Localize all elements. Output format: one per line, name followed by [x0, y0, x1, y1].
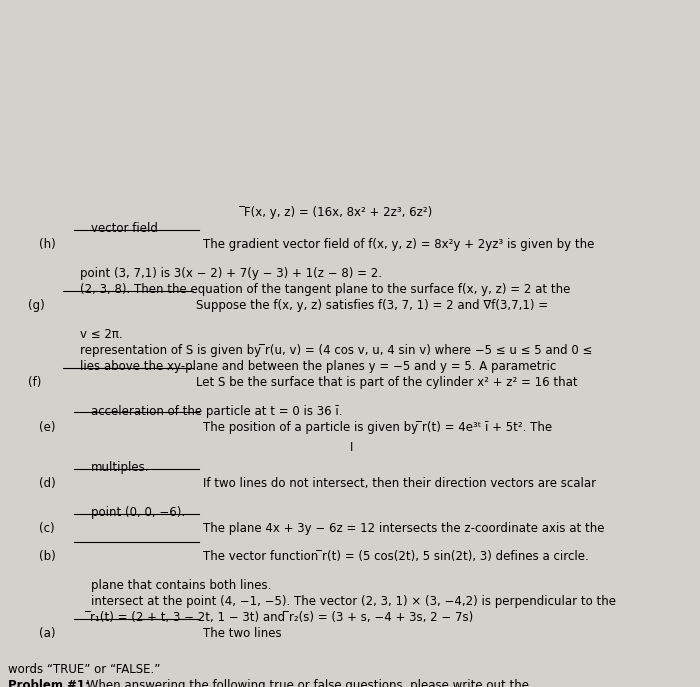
Text: I: I [350, 441, 354, 454]
Text: representation of S is given by ̅r(u, v) = (4 cos v, u, 4 sin v) where −5 ≤ u ≤ : representation of S is given by ̅r(u, v)… [80, 344, 593, 357]
Text: vector field: vector field [91, 222, 158, 235]
Text: point (0, 0, −6).: point (0, 0, −6). [91, 506, 185, 519]
Text: (f): (f) [28, 376, 41, 389]
Text: The position of a particle is given by ̅r(t) = 4e³ᵗ ī + 5t². The: The position of a particle is given by ̅… [203, 420, 552, 433]
Text: The vector function ̅r(t) = (5 cos(2t), 5 sin(2t), 3) defines a circle.: The vector function ̅r(t) = (5 cos(2t), … [203, 550, 589, 563]
Text: Problem #1:: Problem #1: [8, 679, 90, 687]
Text: (e): (e) [38, 420, 55, 433]
Text: ̅r₁(t) = (2 + t, 3 − 2t, 1 − 3t) and ̅r₂(s) = (3 + s, −4 + 3s, 2 − 7s): ̅r₁(t) = (2 + t, 3 − 2t, 1 − 3t) and ̅r₂… [91, 611, 475, 624]
Text: (g): (g) [28, 299, 45, 312]
Text: (b): (b) [38, 550, 55, 563]
Text: v ≤ 2π.: v ≤ 2π. [80, 328, 123, 341]
Text: multiples.: multiples. [91, 461, 150, 474]
Text: The two lines: The two lines [203, 627, 281, 640]
Text: If two lines do not intersect, then their direction vectors are scalar: If two lines do not intersect, then thei… [203, 477, 596, 490]
Text: (a): (a) [38, 627, 55, 640]
Text: (h): (h) [38, 238, 55, 251]
Text: When answering the following true or false questions, please write out the: When answering the following true or fal… [83, 679, 529, 687]
Text: (d): (d) [38, 477, 55, 490]
Text: The gradient vector field of f(x, y, z) = 8x²y + 2yz³ is given by the: The gradient vector field of f(x, y, z) … [203, 238, 594, 251]
Text: point (3, 7,1) is 3(x − 2) + 7(y − 3) + 1(z − 8) = 2.: point (3, 7,1) is 3(x − 2) + 7(y − 3) + … [80, 267, 382, 280]
Text: plane that contains both lines.: plane that contains both lines. [91, 578, 272, 592]
Text: ̅F(x, y, z) = (16x, 8x² + 2z³, 6z²): ̅F(x, y, z) = (16x, 8x² + 2z³, 6z²) [245, 206, 433, 219]
Text: The plane 4x + 3y − 6z = 12 intersects the z-coordinate axis at the: The plane 4x + 3y − 6z = 12 intersects t… [203, 522, 605, 534]
Text: (2, 3, 8). Then the equation of the tangent plane to the surface f(x, y, z) = 2 : (2, 3, 8). Then the equation of the tang… [80, 283, 571, 296]
Text: words “TRUE” or “FALSE.”: words “TRUE” or “FALSE.” [8, 662, 161, 675]
Text: acceleration of the particle at t = 0 is 36 ī.: acceleration of the particle at t = 0 is… [91, 405, 342, 418]
Text: Let S be the surface that is part of the cylinder x² + z² = 16 that: Let S be the surface that is part of the… [196, 376, 578, 389]
Text: (c): (c) [38, 522, 54, 534]
Text: lies above the xy-plane and between the planes y = −5 and y = 5. A parametric: lies above the xy-plane and between the … [80, 360, 556, 373]
Text: Suppose the f(x, y, z) satisfies f(3, 7, 1) = 2 and ∇f(3,7,1) =: Suppose the f(x, y, z) satisfies f(3, 7,… [196, 299, 548, 312]
Text: intersect at the point (4, −1, −5). The vector (2, 3, 1) × (3, −4,2) is perpendi: intersect at the point (4, −1, −5). The … [91, 595, 616, 608]
